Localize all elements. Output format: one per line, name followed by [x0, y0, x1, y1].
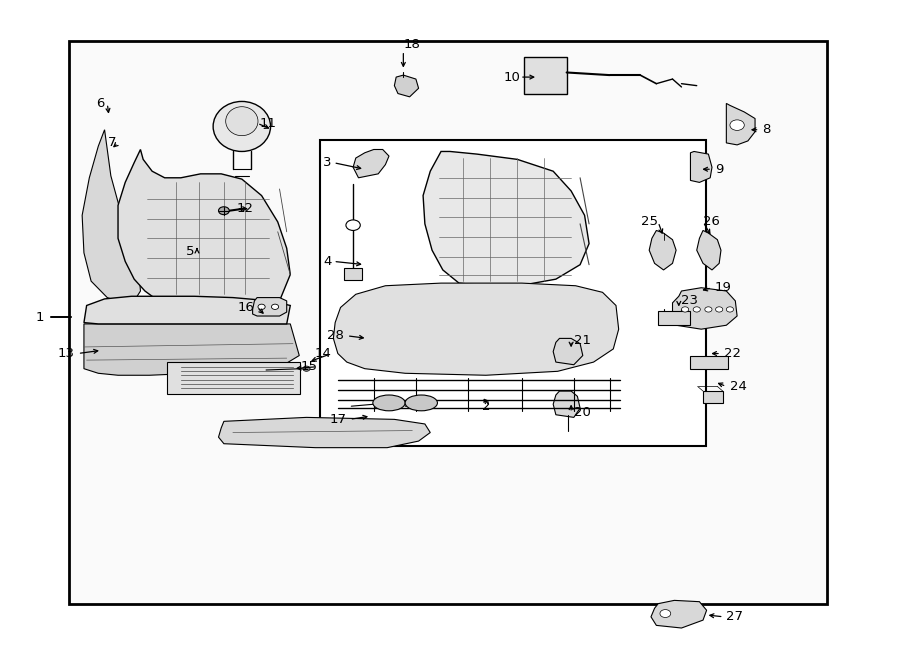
Polygon shape [84, 324, 300, 375]
Text: 5: 5 [185, 245, 194, 258]
Text: 9: 9 [715, 163, 723, 176]
Ellipse shape [405, 395, 437, 410]
Ellipse shape [303, 366, 310, 371]
Text: 23: 23 [681, 294, 698, 307]
Ellipse shape [219, 207, 230, 215]
Polygon shape [253, 297, 287, 316]
Text: 16: 16 [238, 301, 255, 314]
Text: 14: 14 [315, 347, 331, 360]
Polygon shape [672, 288, 737, 329]
Bar [703, 391, 723, 403]
Text: 26: 26 [703, 215, 720, 229]
Ellipse shape [346, 220, 360, 231]
Polygon shape [219, 417, 430, 447]
Ellipse shape [726, 307, 734, 312]
Polygon shape [649, 231, 676, 270]
Polygon shape [84, 296, 291, 324]
Text: 22: 22 [724, 347, 741, 360]
Text: 17: 17 [329, 413, 346, 426]
Polygon shape [726, 103, 755, 145]
Text: 3: 3 [323, 156, 331, 169]
Bar [658, 311, 689, 325]
Text: 4: 4 [323, 255, 331, 268]
Text: 6: 6 [96, 97, 104, 110]
Text: 8: 8 [762, 123, 770, 136]
Ellipse shape [693, 307, 700, 312]
Polygon shape [554, 391, 580, 417]
Text: 19: 19 [715, 281, 732, 294]
Text: 11: 11 [260, 116, 277, 130]
Text: 1: 1 [36, 311, 44, 324]
Text: 21: 21 [574, 334, 590, 347]
Polygon shape [394, 75, 418, 97]
Ellipse shape [681, 307, 688, 312]
Polygon shape [554, 338, 583, 365]
Ellipse shape [716, 307, 723, 312]
Polygon shape [690, 151, 712, 182]
Ellipse shape [705, 307, 712, 312]
Text: 28: 28 [328, 329, 344, 342]
Ellipse shape [213, 101, 271, 151]
Text: 18: 18 [403, 38, 420, 51]
Text: 7: 7 [108, 136, 116, 149]
Ellipse shape [373, 395, 405, 410]
Ellipse shape [730, 120, 744, 130]
Bar [524, 58, 567, 94]
Text: 13: 13 [58, 347, 75, 360]
Polygon shape [423, 151, 590, 288]
Text: 27: 27 [726, 610, 743, 623]
Bar [690, 356, 728, 369]
Bar [320, 139, 706, 446]
Bar [167, 362, 301, 394]
Text: 24: 24 [730, 380, 747, 393]
Text: 12: 12 [237, 202, 254, 215]
Text: 15: 15 [301, 360, 317, 373]
Ellipse shape [660, 609, 670, 617]
Polygon shape [82, 130, 140, 303]
Text: 25: 25 [641, 215, 658, 229]
Polygon shape [697, 231, 721, 270]
Text: 20: 20 [574, 407, 590, 419]
Polygon shape [353, 149, 389, 178]
Ellipse shape [226, 106, 258, 136]
Polygon shape [333, 283, 618, 375]
Bar [68, 41, 827, 603]
Ellipse shape [258, 304, 265, 309]
Polygon shape [118, 149, 291, 301]
Ellipse shape [272, 304, 279, 309]
Text: 10: 10 [503, 71, 520, 83]
Text: 2: 2 [482, 400, 490, 412]
Polygon shape [651, 600, 706, 628]
Bar [344, 268, 362, 280]
